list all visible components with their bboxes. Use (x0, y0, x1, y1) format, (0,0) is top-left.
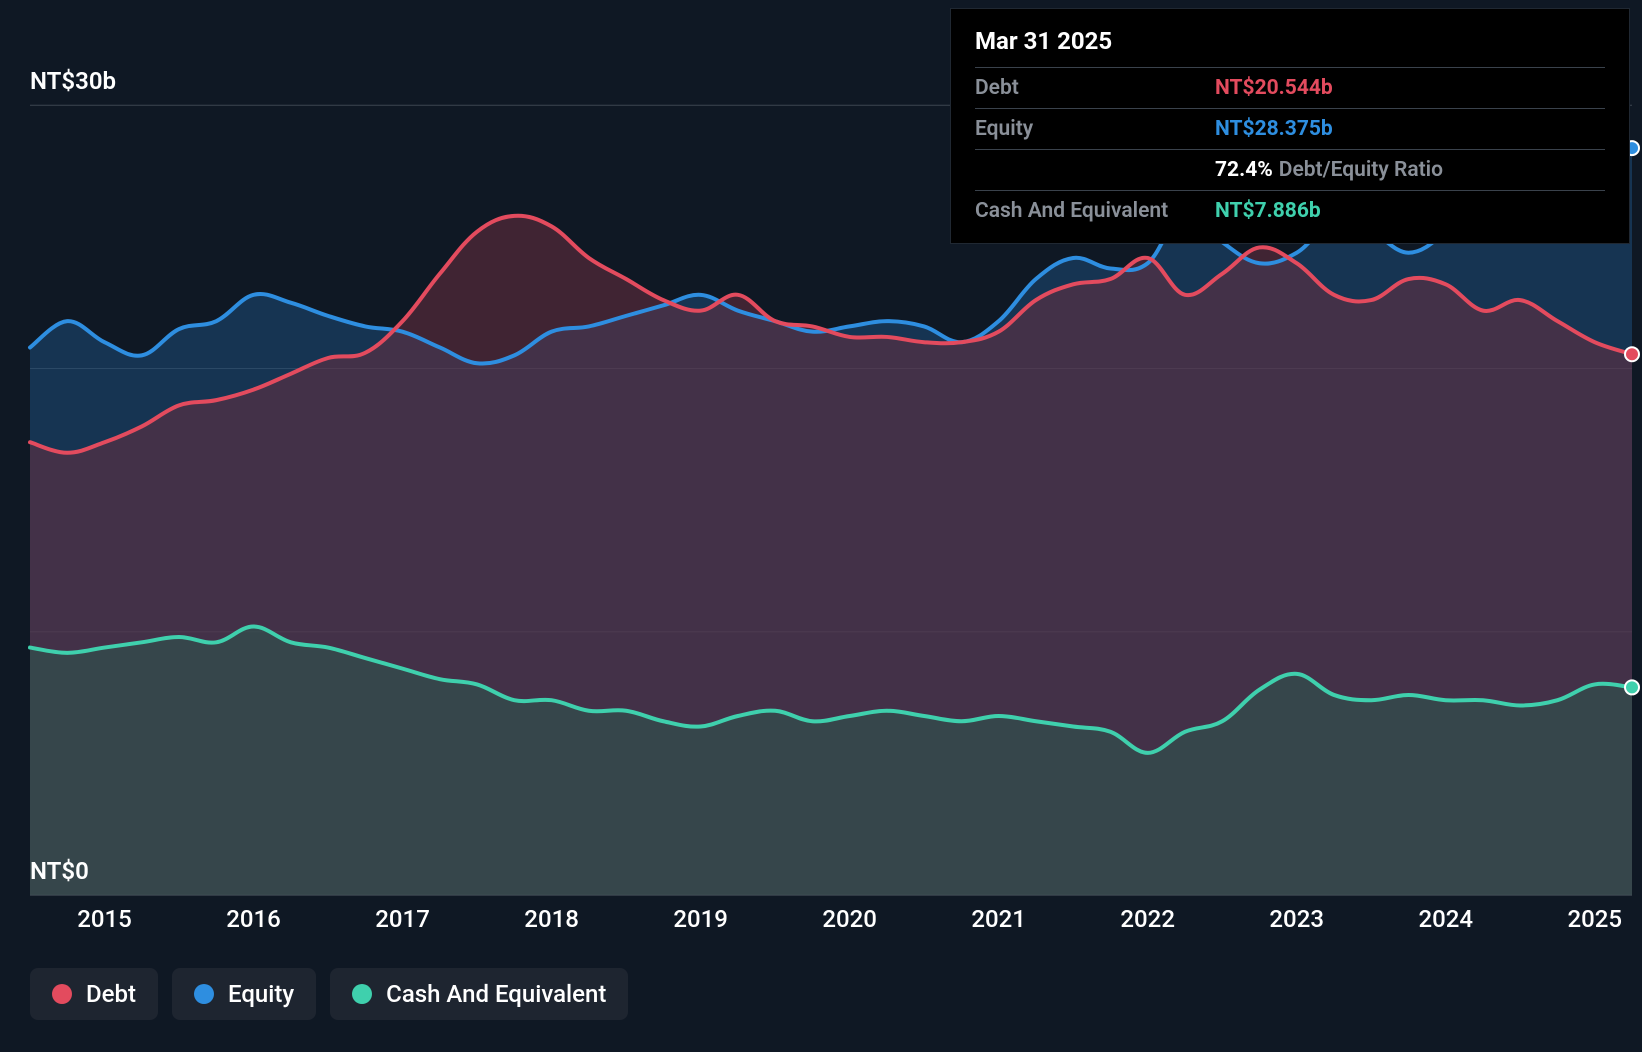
tooltip-debt-label: Debt (975, 76, 1215, 100)
tooltip-cash-value: NT$7.886b (1215, 199, 1321, 223)
tooltip-panel: Mar 31 2025 Debt NT$20.544b Equity NT$28… (950, 8, 1630, 244)
legend-equity-label: Equity (228, 980, 294, 1008)
tooltip-cash-label: Cash And Equivalent (975, 199, 1215, 223)
tooltip-equity-label: Equity (975, 117, 1215, 141)
tooltip-row-debt: Debt NT$20.544b (975, 68, 1605, 109)
tooltip-ratio-label: Debt/Equity Ratio (1279, 158, 1443, 182)
tooltip-ratio-value: 72.4% (1215, 158, 1273, 182)
end-marker-debt (1625, 347, 1639, 361)
debt-equity-chart: NT$30b NT$0 2015 2016 2017 2018 2019 2020 2021… (0, 0, 1642, 1052)
x-tick-2018: 2018 (524, 905, 579, 933)
tooltip-date: Mar 31 2025 (975, 27, 1605, 68)
x-tick-2025: 2025 (1567, 905, 1622, 933)
x-tick-2017: 2017 (375, 905, 430, 933)
x-tick-2023: 2023 (1269, 905, 1324, 933)
legend-item-equity[interactable]: Equity (172, 968, 316, 1020)
circle-icon (194, 984, 214, 1004)
tooltip-row-equity: Equity NT$28.375b (975, 109, 1605, 150)
circle-icon (352, 984, 372, 1004)
y-axis-label-bottom: NT$0 (30, 857, 89, 885)
x-tick-2016: 2016 (226, 905, 281, 933)
tooltip-debt-value: NT$20.544b (1215, 76, 1333, 100)
legend: Debt Equity Cash And Equivalent (30, 968, 628, 1020)
x-tick-2020: 2020 (822, 905, 877, 933)
x-tick-2022: 2022 (1120, 905, 1175, 933)
legend-item-debt[interactable]: Debt (30, 968, 158, 1020)
circle-icon (52, 984, 72, 1004)
end-marker-cash (1625, 680, 1639, 694)
legend-debt-label: Debt (86, 980, 136, 1008)
x-tick-2021: 2021 (971, 905, 1026, 933)
legend-item-cash[interactable]: Cash And Equivalent (330, 968, 628, 1020)
tooltip-row-ratio: 72.4% Debt/Equity Ratio (975, 150, 1605, 191)
y-axis-label-top: NT$30b (30, 67, 116, 95)
legend-cash-label: Cash And Equivalent (386, 980, 606, 1008)
tooltip-equity-value: NT$28.375b (1215, 117, 1333, 141)
x-tick-2019: 2019 (673, 905, 728, 933)
x-tick-2015: 2015 (77, 905, 132, 933)
tooltip-row-cash: Cash And Equivalent NT$7.886b (975, 191, 1605, 231)
x-tick-2024: 2024 (1418, 905, 1473, 933)
